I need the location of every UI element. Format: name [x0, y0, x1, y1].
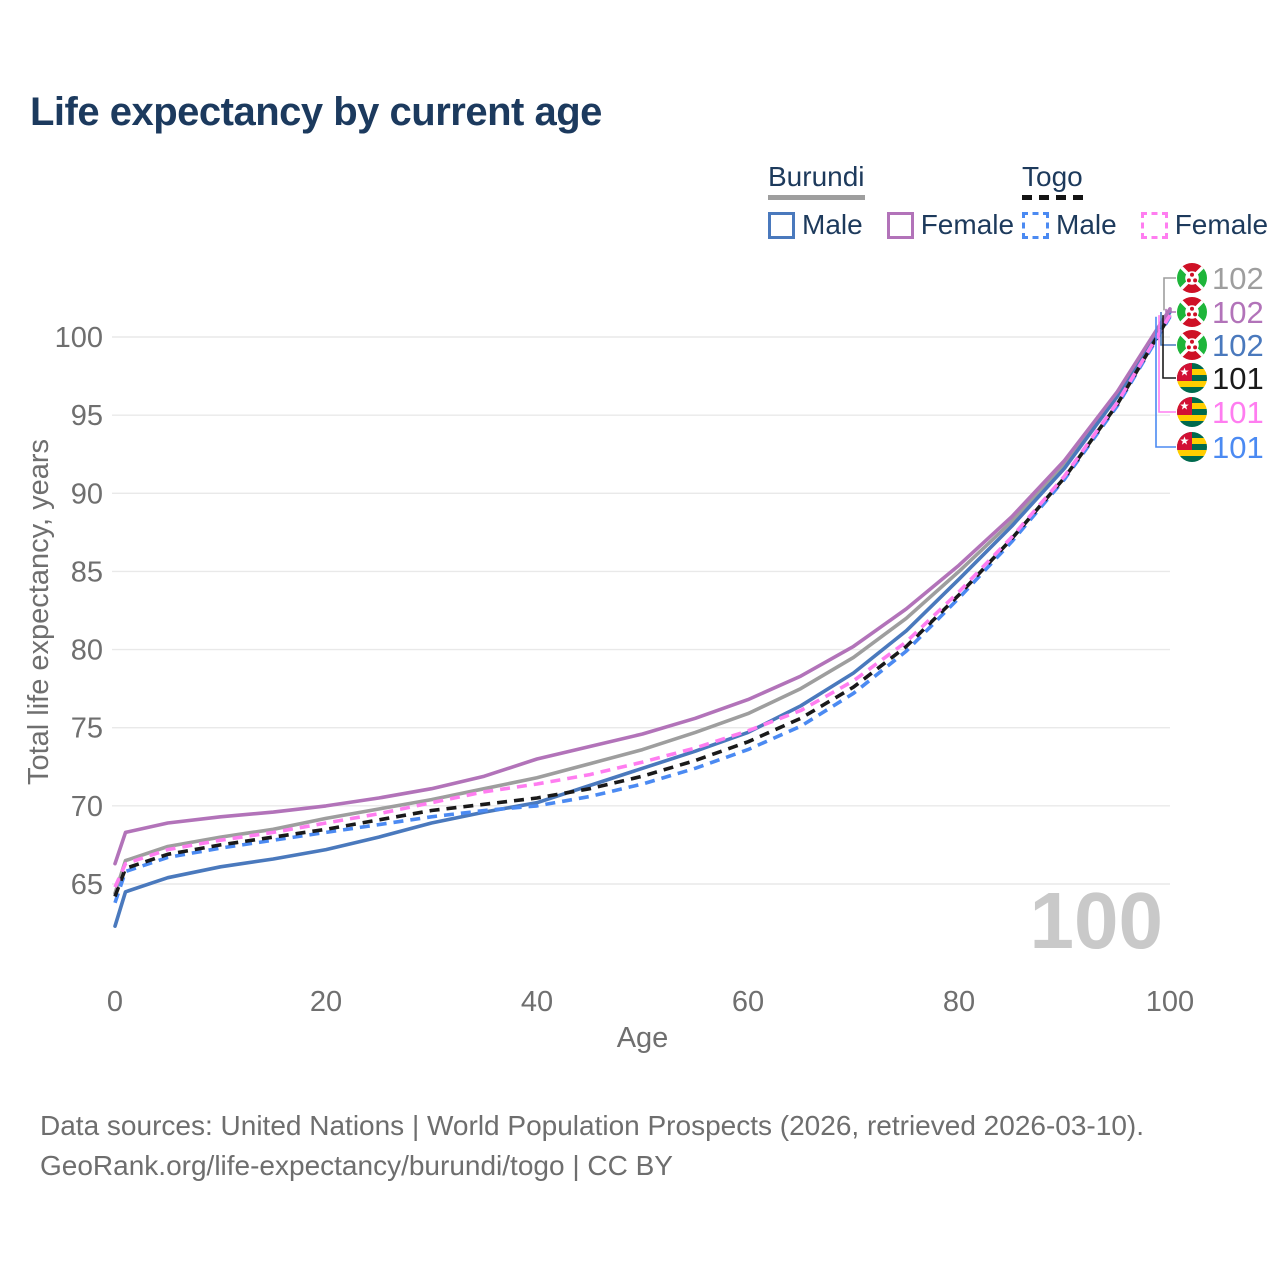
legend-country-burundi-label: Burundi: [768, 161, 865, 192]
legend: Burundi Male Female Togo Male: [0, 161, 1280, 251]
y-tick-70: 70: [71, 791, 103, 823]
y-tick-95: 95: [71, 400, 103, 432]
legend-item-burundi-male-label: Male: [802, 209, 863, 241]
legend-item-togo-female-label: Female: [1174, 209, 1269, 241]
series-line-togo-female: [113, 314, 1172, 888]
series-line-togo-male: [113, 315, 1172, 904]
y-tick-75: 75: [71, 713, 103, 745]
togo-flag-icon: [1177, 432, 1207, 462]
end-label-leader-togo-all: [1162, 315, 1176, 379]
legend-item-burundi-female-label: Female: [920, 209, 1015, 241]
burundi-flag-icon: [1177, 297, 1207, 327]
x-tick-100: 100: [1146, 986, 1194, 1018]
togo-flag-icon: [1177, 363, 1207, 393]
y-tick-65: 65: [71, 869, 103, 901]
legend-items-burundi: Male Female: [768, 209, 1014, 241]
series-line-burundi-all: [113, 308, 1172, 896]
x-tick-20: 20: [310, 986, 342, 1018]
y-tick-90: 90: [71, 478, 103, 510]
burundi-male-swatch-icon: [768, 211, 795, 239]
legend-item-togo-female[interactable]: Female: [1140, 209, 1269, 241]
series-line-burundi-male: [113, 310, 1172, 929]
end-label-value-burundi-male: 102: [1212, 328, 1264, 363]
legend-item-togo-male[interactable]: Male: [1022, 209, 1117, 241]
x-axis-title: Age: [617, 1022, 669, 1054]
end-label-value-togo-female: 101: [1212, 395, 1264, 430]
legend-country-togo[interactable]: Togo: [1022, 161, 1083, 201]
legend-items-togo: Male Female: [1022, 209, 1268, 241]
end-label-leader-togo-female: [1158, 315, 1176, 413]
end-label-value-burundi-all: 102: [1212, 261, 1264, 296]
series-line-burundi-female: [113, 307, 1172, 866]
togo-male-swatch-icon: [1022, 211, 1049, 239]
x-tick-60: 60: [732, 986, 764, 1018]
legend-item-burundi-female[interactable]: Female: [886, 209, 1015, 241]
end-label-leader-burundi-male: [1160, 312, 1176, 346]
y-tick-100: 100: [55, 322, 103, 354]
x-tick-0: 0: [107, 986, 123, 1018]
legend-country-burundi[interactable]: Burundi: [768, 161, 865, 201]
page-title: Life expectancy by current age: [30, 90, 602, 134]
end-label-leader-burundi-all: [1163, 277, 1176, 311]
legend-group-burundi: Burundi Male Female: [768, 161, 1014, 241]
footer-data-sources: Data sources: United Nations | World Pop…: [40, 1110, 1145, 1141]
series-line-togo-all: [113, 314, 1172, 898]
y-tick-80: 80: [71, 635, 103, 667]
legend-item-togo-male-label: Male: [1056, 209, 1117, 241]
legend-group-togo: Togo Male Female: [1022, 161, 1268, 241]
x-tick-80: 80: [943, 986, 975, 1018]
legend-country-togo-label: Togo: [1022, 161, 1083, 192]
watermark-max-age: 100: [1030, 876, 1163, 965]
burundi-female-swatch-icon: [886, 211, 914, 239]
footer: Data sources: United Nations | World Pop…: [40, 1106, 1144, 1186]
y-axis-title: Total life expectancy, years: [23, 439, 55, 785]
burundi-flag-icon: [1177, 263, 1207, 293]
y-tick-85: 85: [71, 556, 103, 588]
legend-item-burundi-male[interactable]: Male: [768, 209, 863, 241]
end-label-leader-togo-male: [1155, 316, 1176, 448]
x-tick-40: 40: [521, 986, 553, 1018]
togo-flag-icon: [1177, 397, 1207, 427]
burundi-flag-icon: [1177, 330, 1207, 360]
end-label-value-togo-male: 101: [1212, 430, 1264, 465]
footer-credit: GeoRank.org/life-expectancy/burundi/togo…: [40, 1150, 673, 1181]
end-label-leader-burundi-female: [1165, 308, 1176, 313]
end-label-value-burundi-female: 102: [1212, 295, 1264, 330]
end-label-value-togo-all: 101: [1212, 361, 1264, 396]
togo-female-swatch-icon: [1140, 211, 1168, 239]
